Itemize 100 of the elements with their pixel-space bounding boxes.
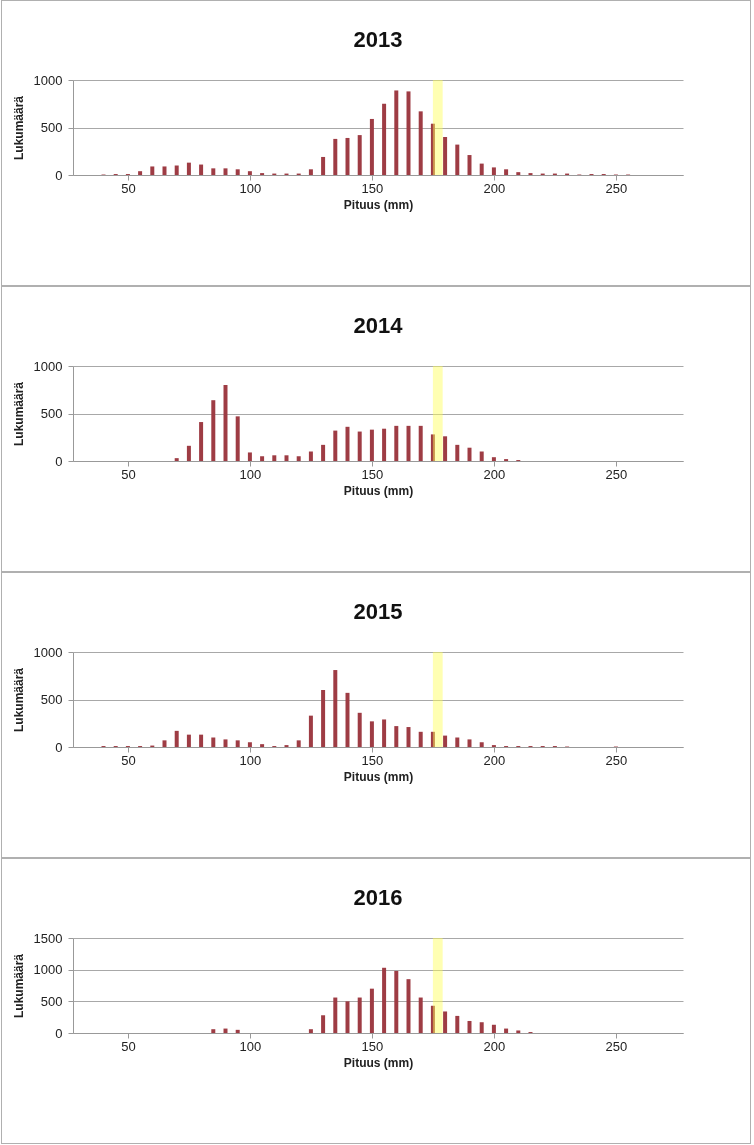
bar xyxy=(186,734,191,747)
x-tick-label: 200 xyxy=(483,180,506,196)
x-tick-label: 50 xyxy=(121,752,136,768)
y-axis-title: Lukumäärä xyxy=(11,381,26,447)
bar xyxy=(430,123,435,175)
x-tick-label: 250 xyxy=(605,752,628,768)
x-axis-title: Pituus (mm) xyxy=(343,483,414,498)
bar xyxy=(406,727,411,747)
y-tick-label: 500 xyxy=(40,692,63,707)
bar xyxy=(186,162,191,175)
bar xyxy=(333,670,338,747)
bar xyxy=(247,171,252,175)
bar xyxy=(479,1022,484,1033)
bar xyxy=(174,458,179,461)
bar xyxy=(345,426,350,461)
bar xyxy=(443,1011,448,1033)
bar xyxy=(455,444,460,461)
bar xyxy=(235,1029,240,1033)
x-tick-label: 100 xyxy=(239,466,262,482)
bar xyxy=(357,431,362,461)
y-tick-label: 0 xyxy=(55,453,63,469)
chart-title: 2014 xyxy=(353,313,404,338)
x-tick-label: 50 xyxy=(121,1038,136,1054)
y-tick-label: 1500 xyxy=(33,930,63,946)
y-tick-label: 0 xyxy=(55,167,63,183)
bar xyxy=(382,103,387,175)
bar xyxy=(345,137,350,175)
bar xyxy=(369,118,374,175)
x-tick-label: 200 xyxy=(483,752,506,768)
x-axis-title: Pituus (mm) xyxy=(343,769,414,784)
x-tick-label: 100 xyxy=(239,1038,262,1054)
y-tick-label: 0 xyxy=(55,739,63,755)
bar xyxy=(260,456,265,461)
bar xyxy=(186,445,191,461)
x-tick-label: 250 xyxy=(605,180,628,196)
x-tick-label: 50 xyxy=(121,180,136,196)
y-tick-label: 1000 xyxy=(33,644,63,660)
bar xyxy=(406,91,411,175)
bar xyxy=(333,430,338,461)
bar xyxy=(223,385,228,461)
bar xyxy=(321,156,326,175)
bar xyxy=(199,422,204,461)
bar xyxy=(382,428,387,461)
bar xyxy=(455,144,460,175)
bar xyxy=(296,740,301,747)
bar xyxy=(467,1020,472,1033)
bar xyxy=(394,425,399,461)
bar xyxy=(491,167,496,175)
bar xyxy=(394,90,399,175)
y-tick-label: 0 xyxy=(55,1025,63,1041)
x-axis-title: Pituus (mm) xyxy=(343,197,414,212)
bar xyxy=(211,168,216,175)
bar xyxy=(321,1015,326,1033)
bar xyxy=(479,163,484,175)
y-axis-title: Lukumäärä xyxy=(11,95,26,161)
bar xyxy=(260,744,265,747)
bar xyxy=(174,730,179,747)
bar xyxy=(272,455,277,461)
x-tick-label: 50 xyxy=(121,466,136,482)
y-axis-title: Lukumäärä xyxy=(11,667,26,733)
bar xyxy=(162,166,167,175)
y-tick-label: 500 xyxy=(40,993,63,1009)
y-tick-label: 1000 xyxy=(33,72,63,88)
bar xyxy=(357,712,362,747)
bar xyxy=(308,715,313,747)
bar xyxy=(430,434,435,461)
x-tick-label: 250 xyxy=(605,466,628,482)
bar xyxy=(223,168,228,175)
x-tick-label: 100 xyxy=(239,180,262,196)
bar xyxy=(235,416,240,461)
bar xyxy=(345,1001,350,1033)
bar xyxy=(211,737,216,747)
bar xyxy=(382,719,387,747)
bar xyxy=(345,692,350,747)
bar xyxy=(516,172,521,175)
bar xyxy=(247,452,252,461)
y-tick-label: 1000 xyxy=(33,358,63,374)
bar xyxy=(235,169,240,175)
bar xyxy=(296,456,301,461)
x-tick-label: 200 xyxy=(483,466,506,482)
bar xyxy=(308,1029,313,1033)
bar xyxy=(308,169,313,175)
x-tick-label: 100 xyxy=(239,752,262,768)
bar xyxy=(418,111,423,175)
bar xyxy=(369,988,374,1033)
bar xyxy=(199,164,204,175)
x-tick-label: 150 xyxy=(361,466,384,482)
bar xyxy=(455,737,460,747)
bar xyxy=(308,451,313,461)
bar xyxy=(406,979,411,1033)
bar xyxy=(333,997,338,1033)
bar xyxy=(211,1029,216,1033)
bar xyxy=(174,165,179,175)
bar xyxy=(321,690,326,747)
y-axis-title: Lukumäärä xyxy=(11,953,26,1019)
x-tick-label: 200 xyxy=(483,1038,506,1054)
bar xyxy=(382,967,387,1033)
bar xyxy=(369,429,374,461)
bar xyxy=(394,970,399,1033)
bar xyxy=(150,166,155,175)
